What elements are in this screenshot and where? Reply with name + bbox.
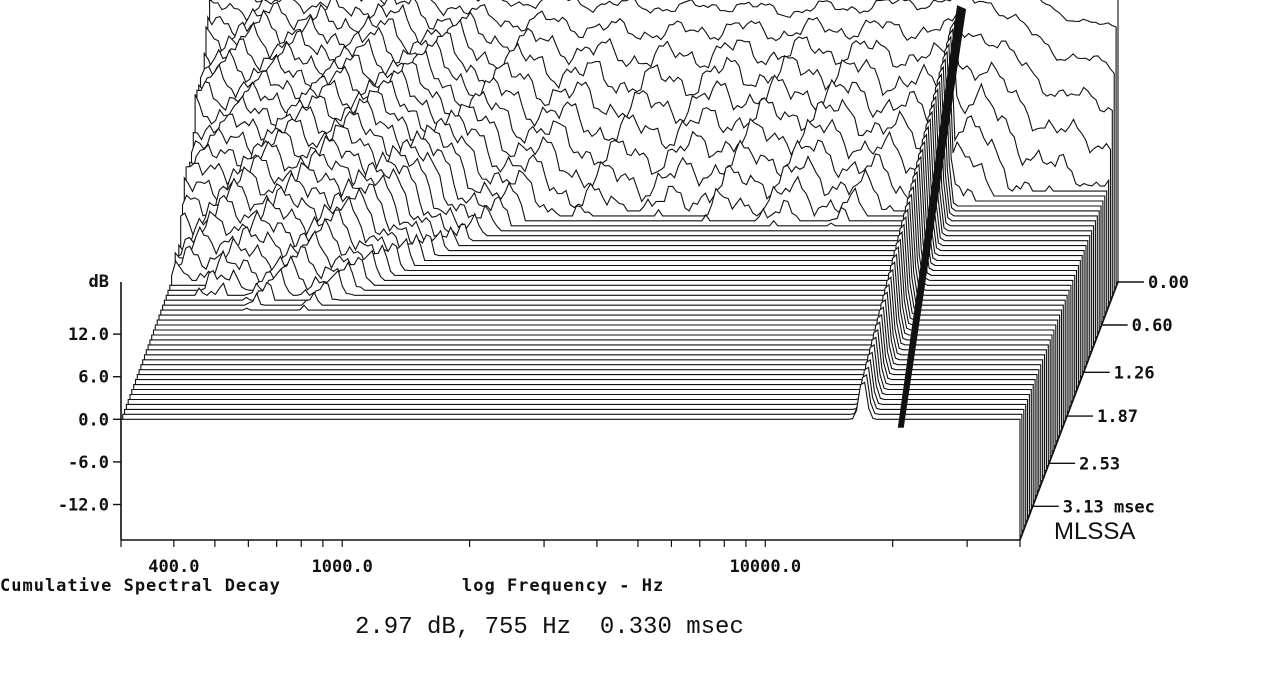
resonance-ridge [897,5,967,428]
time-tick-label: 1.26 [1114,363,1155,383]
cursor-readout: 2.97 dB, 755 Hz 0.330 msec [355,614,744,641]
time-tick-label: 2.53 [1079,454,1120,474]
x-tick-label: 10000.0 [729,557,801,577]
y-tick-label: 6.0 [78,368,109,388]
time-tick-label: 0.60 [1132,316,1173,336]
time-tick-label: 0.00 [1148,273,1189,293]
y-tick-label: -6.0 [68,453,109,473]
y-axis-label: dB [89,272,109,292]
y-tick-label: 12.0 [68,325,109,345]
x-tick-label: 1000.0 [312,557,373,577]
x-tick-label: 400.0 [148,557,199,577]
decay-slices [120,0,1119,541]
ridge-streak [897,5,967,428]
decay-slice [120,381,1021,541]
brand-label: MLSSA [1054,518,1136,545]
chart-title: Cumulative Spectral Decay [0,576,281,596]
y-tick-label: 0.0 [78,410,109,430]
y-tick-label: -12.0 [58,496,109,516]
time-tick-label: 3.13 msec [1063,497,1155,517]
x-axis-title: log Frequency - Hz [462,576,665,596]
tick-labels: 12.0 6.0 0.0 -6.0 -12.0 dB 400.0 1000.0 10000.0 0… [58,272,1189,577]
time-tick-label: 1.87 [1097,407,1138,427]
